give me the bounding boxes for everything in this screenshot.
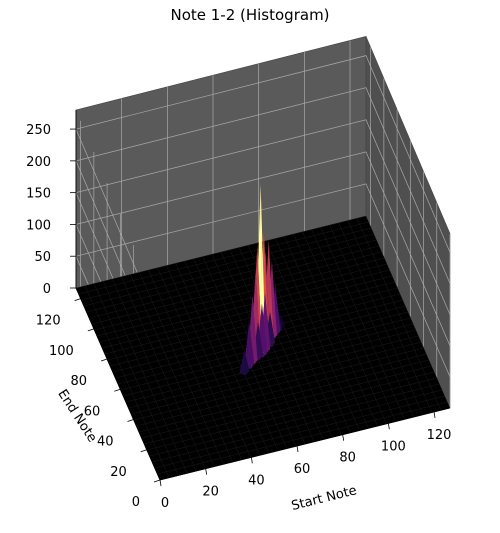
surface-peak — [249, 321, 255, 369]
x-tick-label: 120 — [427, 428, 452, 443]
floor-line — [356, 218, 442, 411]
pane-grid — [75, 40, 451, 481]
x-tick-label: 80 — [339, 451, 356, 466]
x-tick — [159, 479, 162, 487]
floor-line — [94, 257, 385, 331]
z-grid-line — [75, 87, 451, 357]
x-tick — [250, 457, 253, 464]
floor-line — [102, 275, 393, 349]
axis-lines — [75, 110, 451, 481]
x-tick — [387, 423, 390, 430]
y-tick — [153, 479, 161, 483]
floor-line — [365, 215, 451, 409]
surface-peak — [270, 312, 275, 348]
floor-line — [238, 247, 324, 440]
z-tick-label: 150 — [26, 187, 51, 202]
surface-peak — [239, 350, 246, 376]
x-axis-line — [159, 407, 451, 481]
floor-line — [338, 222, 424, 415]
floor-line — [311, 229, 396, 422]
floor-line — [86, 239, 377, 313]
y-axis-line — [75, 287, 161, 481]
z-tick-label: 200 — [26, 155, 51, 170]
y-tick-label: 20 — [110, 465, 127, 480]
floor-line — [83, 233, 374, 307]
x-tick-label: 0 — [161, 496, 169, 511]
y-tick-label: 100 — [49, 344, 74, 359]
z-tick-label: 50 — [34, 250, 51, 265]
x-tick-label: 40 — [248, 473, 265, 488]
y-tick-label: 0 — [132, 495, 140, 510]
y-tick — [140, 449, 147, 453]
y-tick-label: 120 — [36, 314, 61, 329]
floor-line — [81, 227, 372, 301]
x-tick — [433, 411, 436, 419]
z-tick-label: 0 — [43, 282, 51, 297]
x-tick — [205, 468, 208, 475]
y-tick-label: 80 — [71, 374, 88, 389]
z-grid-line — [75, 55, 451, 326]
floor-line — [78, 221, 369, 295]
floor-line — [302, 231, 387, 424]
floor-line — [320, 227, 405, 420]
surface-peak — [280, 313, 286, 330]
surface-peak — [265, 293, 271, 354]
y-tick-label: 40 — [97, 435, 114, 450]
floor-line — [284, 236, 369, 429]
y-tick — [127, 419, 134, 422]
floor-line — [347, 220, 433, 413]
x-tick-label: 20 — [202, 485, 219, 500]
floor-line — [89, 245, 380, 319]
z-tick-label: 250 — [26, 123, 51, 138]
y-tick — [100, 358, 108, 362]
z-tick-label: 100 — [26, 218, 51, 233]
floor-line — [266, 240, 351, 433]
surface-peak — [258, 322, 263, 361]
surface-peak — [252, 295, 258, 365]
chart-title: Note 1-2 (Histogram) — [170, 6, 330, 24]
floor-line — [96, 263, 388, 337]
surface-plot — [239, 184, 286, 376]
floor-line — [99, 269, 390, 343]
surface-peak — [271, 261, 277, 340]
y-tick — [87, 328, 94, 332]
y-tick — [114, 388, 121, 392]
tick-labels: 0 20 40 60 80 100 120 0 20 40 60 80 100 120 0 50 100 150 2… — [26, 123, 451, 511]
floor-line — [329, 224, 414, 418]
floor-line — [91, 251, 382, 325]
x-tick — [342, 434, 345, 441]
x-tick-label: 60 — [294, 462, 311, 477]
floor-line — [275, 238, 360, 431]
x-tick-label: 100 — [381, 439, 406, 454]
floor-line — [75, 215, 367, 289]
x-tick — [296, 445, 299, 453]
floor-line — [104, 281, 395, 355]
surface-peak — [244, 350, 250, 376]
floor-line — [293, 233, 378, 427]
surface-peak — [275, 285, 281, 336]
y-tick-label: 60 — [84, 404, 101, 419]
y-tick — [74, 298, 81, 301]
x-axis-label: Start Note — [290, 483, 358, 514]
surface-peak — [261, 303, 267, 358]
